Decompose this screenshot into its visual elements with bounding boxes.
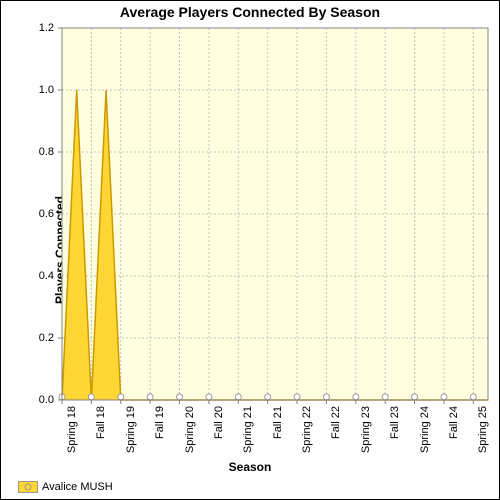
y-tick-label: 0.0 [22,394,54,406]
x-tick-label: Spring 21 [242,406,254,453]
x-tick-label: Fall 19 [154,406,166,439]
chart-frame: Average Players Connected By Season Play… [0,0,500,500]
legend-series-label: Avalice MUSH [42,481,113,493]
legend: Avalice MUSH [18,478,113,496]
x-tick-label: Spring 19 [125,406,137,453]
legend-swatch [18,481,38,493]
x-tick-label: Fall 21 [272,406,284,439]
x-tick-label: Fall 23 [389,406,401,439]
y-tick-label: 0.8 [22,146,54,158]
x-tick-label: Fall 24 [448,406,460,439]
x-tick-label: Spring 22 [301,406,313,453]
y-tick-label: 0.4 [22,270,54,282]
x-tick-label: Spring 18 [66,406,78,453]
x-tick-label: Fall 20 [213,406,225,439]
y-tick-label: 0.6 [22,208,54,220]
y-tick-label: 1.0 [22,84,54,96]
y-tick-label: 0.2 [22,332,54,344]
x-tick-label: Spring 23 [360,406,372,453]
x-tick-label: Spring 25 [477,406,489,453]
x-tick-label: Spring 24 [419,406,431,453]
x-tick-label: Fall 22 [330,406,342,439]
y-tick-label: 1.2 [22,22,54,34]
x-tick-label: Spring 20 [184,406,196,453]
x-tick-label: Fall 18 [95,406,107,439]
